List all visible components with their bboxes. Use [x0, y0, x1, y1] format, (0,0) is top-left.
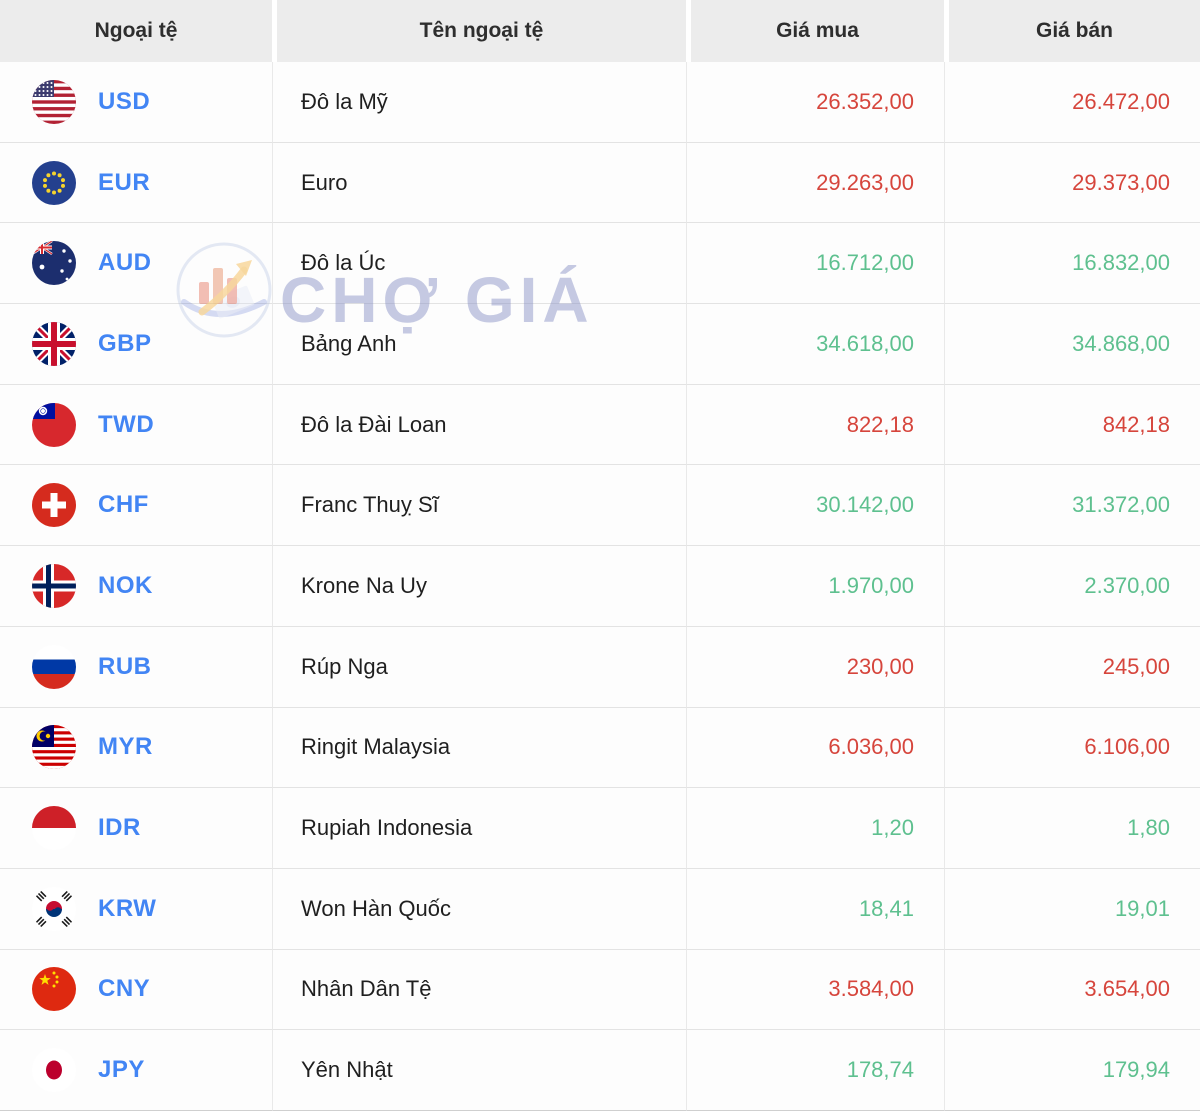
- buy-price: 26.352,00: [686, 62, 944, 143]
- kr-flag-icon: [32, 886, 76, 931]
- table-row: USD Đô la Mỹ 26.352,00 26.472,00: [0, 62, 1200, 143]
- currency-name: Euro: [272, 142, 686, 224]
- table-header: Ngoại tệ Tên ngoại tệ Giá mua Giá bán: [0, 0, 1200, 62]
- buy-price: 822,18: [686, 384, 944, 466]
- currency-code-link[interactable]: JPY: [98, 1056, 145, 1084]
- currency-name: Nhân Dân Tệ: [272, 949, 686, 1031]
- id-flag-icon: [32, 806, 76, 851]
- currency-name: Franc Thuỵ Sĩ: [272, 465, 686, 547]
- cn-flag-icon: [32, 967, 76, 1012]
- currency-name: Đô la Đài Loan: [272, 384, 686, 466]
- sell-price: 245,00: [944, 626, 1200, 708]
- currency-name: Rupiah Indonesia: [272, 788, 686, 869]
- currency-cell: RUB: [0, 626, 272, 708]
- sell-price: 179,94: [944, 1030, 1200, 1111]
- buy-price: 1.970,00: [686, 546, 944, 627]
- currency-code-link[interactable]: MYR: [98, 733, 153, 761]
- currency-code-link[interactable]: CHF: [98, 491, 149, 519]
- buy-price: 230,00: [686, 626, 944, 708]
- currency-name: Ringit Malaysia: [272, 707, 686, 789]
- currency-cell: CNY: [0, 949, 272, 1031]
- my-flag-icon: [32, 725, 76, 770]
- currency-name: Yên Nhật: [272, 1030, 686, 1111]
- currency-cell: EUR: [0, 142, 272, 224]
- table-row: NOK Krone Na Uy 1.970,00 2.370,00: [0, 546, 1200, 627]
- currency-code-link[interactable]: TWD: [98, 410, 155, 438]
- header-buy-price: Giá mua: [686, 0, 944, 62]
- tw-flag-icon: [32, 402, 76, 447]
- sell-price: 16.832,00: [944, 223, 1200, 305]
- currency-name: Bảng Anh: [272, 304, 686, 385]
- buy-price: 6.036,00: [686, 707, 944, 789]
- table-row: CHF Franc Thuỵ Sĩ 30.142,00 31.372,00: [0, 465, 1200, 547]
- sell-price: 19,01: [944, 868, 1200, 950]
- currency-cell: KRW: [0, 868, 272, 950]
- currency-name: Đô la Úc: [272, 223, 686, 305]
- currency-code-link[interactable]: USD: [98, 87, 151, 115]
- table-row: EUR Euro 29.263,00 29.373,00: [0, 142, 1200, 224]
- header-currency-name: Tên ngoại tệ: [272, 0, 686, 62]
- currency-name: Krone Na Uy: [272, 546, 686, 627]
- currency-cell: NOK: [0, 546, 272, 627]
- gb-flag-icon: [32, 321, 76, 366]
- table-row: CNY Nhân Dân Tệ 3.584,00 3.654,00: [0, 949, 1200, 1031]
- currency-name: Won Hàn Quốc: [272, 868, 686, 950]
- sell-price: 3.654,00: [944, 949, 1200, 1031]
- buy-price: 30.142,00: [686, 465, 944, 547]
- no-flag-icon: [32, 563, 76, 608]
- ch-flag-icon: [32, 483, 76, 528]
- sell-price: 842,18: [944, 384, 1200, 466]
- table-row: RUB Rúp Nga 230,00 245,00: [0, 626, 1200, 708]
- buy-price: 3.584,00: [686, 949, 944, 1031]
- currency-cell: MYR: [0, 707, 272, 789]
- table-row: KRW Won Hàn Quốc 18,41 19,01: [0, 868, 1200, 950]
- table-row: IDR Rupiah Indonesia 1,20 1,80: [0, 788, 1200, 869]
- currency-code-link[interactable]: IDR: [98, 814, 141, 842]
- currency-code-link[interactable]: KRW: [98, 894, 157, 922]
- ru-flag-icon: [32, 644, 76, 689]
- table-row: MYR Ringit Malaysia 6.036,00 6.106,00: [0, 707, 1200, 789]
- currency-cell: USD: [0, 62, 272, 143]
- table-row: GBP Bảng Anh 34.618,00 34.868,00: [0, 304, 1200, 385]
- sell-price: 1,80: [944, 788, 1200, 869]
- sell-price: 2.370,00: [944, 546, 1200, 627]
- sell-price: 26.472,00: [944, 62, 1200, 143]
- currency-cell: TWD: [0, 384, 272, 466]
- currency-cell: CHF: [0, 465, 272, 547]
- currency-code-link[interactable]: CNY: [98, 975, 151, 1003]
- header-sell-price: Giá bán: [944, 0, 1200, 62]
- currency-cell: AUD: [0, 223, 272, 305]
- sell-price: 31.372,00: [944, 465, 1200, 547]
- currency-code-link[interactable]: EUR: [98, 168, 151, 196]
- currency-cell: IDR: [0, 788, 272, 869]
- header-currency: Ngoại tệ: [0, 0, 272, 62]
- sell-price: 6.106,00: [944, 707, 1200, 789]
- currency-name: Đô la Mỹ: [272, 62, 686, 143]
- table-row: AUD Đô la Úc 16.712,00 16.832,00: [0, 223, 1200, 305]
- currency-cell: GBP: [0, 304, 272, 385]
- sell-price: 34.868,00: [944, 304, 1200, 385]
- us-flag-icon: [32, 79, 76, 124]
- currency-name: Rúp Nga: [272, 626, 686, 708]
- currency-code-link[interactable]: NOK: [98, 571, 153, 599]
- buy-price: 16.712,00: [686, 223, 944, 305]
- buy-price: 34.618,00: [686, 304, 944, 385]
- buy-price: 178,74: [686, 1030, 944, 1111]
- table-row: JPY Yên Nhật 178,74 179,94: [0, 1030, 1200, 1111]
- currency-code-link[interactable]: AUD: [98, 249, 152, 277]
- buy-price: 29.263,00: [686, 142, 944, 224]
- eu-flag-icon: [32, 160, 76, 205]
- buy-price: 1,20: [686, 788, 944, 869]
- currency-code-link[interactable]: RUB: [98, 652, 152, 680]
- currency-cell: JPY: [0, 1030, 272, 1111]
- jp-flag-icon: [32, 1048, 76, 1093]
- sell-price: 29.373,00: [944, 142, 1200, 224]
- buy-price: 18,41: [686, 868, 944, 950]
- currency-code-link[interactable]: GBP: [98, 329, 152, 357]
- table-row: TWD Đô la Đài Loan 822,18 842,18: [0, 384, 1200, 466]
- au-flag-icon: [32, 241, 76, 286]
